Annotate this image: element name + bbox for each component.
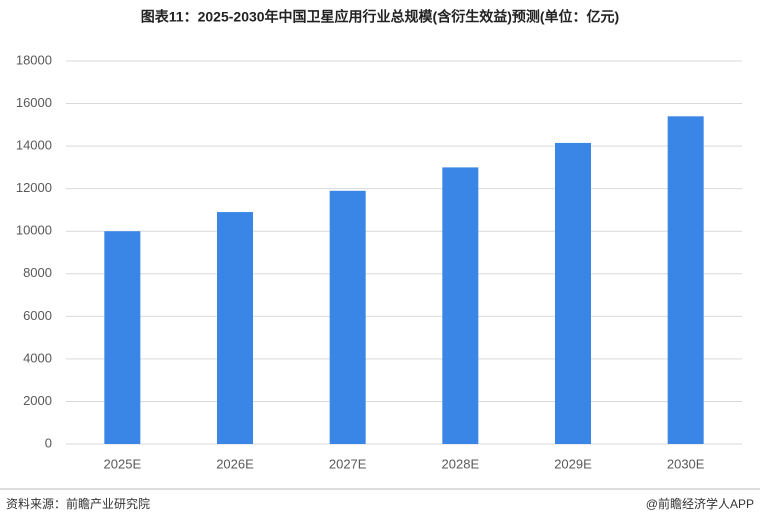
y-tick-label: 18000 xyxy=(16,52,52,67)
x-tick-label: 2030E xyxy=(667,456,705,471)
bar xyxy=(329,190,366,444)
y-tick-label: 0 xyxy=(45,435,52,450)
y-tick-label: 12000 xyxy=(16,180,52,195)
x-tick-label: 2025E xyxy=(104,456,142,471)
bar xyxy=(555,142,591,445)
x-tick-label: 2027E xyxy=(329,456,367,471)
y-tick-label: 16000 xyxy=(16,95,52,110)
bar xyxy=(667,116,704,445)
brand-note: @前瞻经济学人APP xyxy=(646,496,754,511)
source-note: 资料来源：前瞻产业研究院 xyxy=(6,496,150,511)
y-tick-label: 2000 xyxy=(23,393,52,408)
y-tick-label: 14000 xyxy=(16,138,52,153)
bar xyxy=(217,212,253,444)
x-tick-label: 2028E xyxy=(442,456,480,471)
y-tick-label: 8000 xyxy=(23,265,52,280)
y-tick-label: 4000 xyxy=(23,350,52,365)
chart-title: 图表11：2025-2030年中国卫星应用行业总规模(含衍生效益)预测(单位：亿… xyxy=(141,9,619,25)
bar xyxy=(104,231,141,444)
x-tick-label: 2029E xyxy=(554,456,592,471)
x-tick-label: 2026E xyxy=(216,456,254,471)
bar xyxy=(442,167,479,444)
y-tick-label: 6000 xyxy=(23,308,52,323)
y-tick-label: 10000 xyxy=(16,223,52,238)
